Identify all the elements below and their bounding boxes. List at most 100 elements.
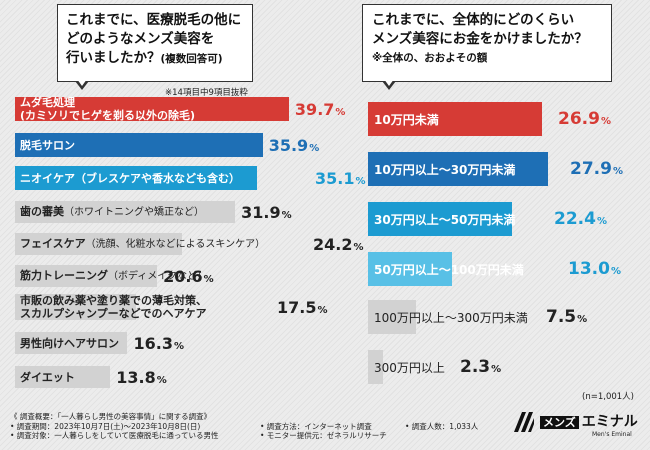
footer-line: • 調査人数：1,033人 xyxy=(405,421,479,431)
percent-unit: % xyxy=(317,304,328,316)
right-bar-row: 100万円以上～300万円未満 7.5% xyxy=(368,300,628,334)
left-bar-value: 35.9% xyxy=(269,133,320,157)
left-bar xyxy=(15,133,263,157)
category-line: 脱毛サロン xyxy=(20,139,75,152)
left-bar xyxy=(15,201,236,223)
left-note: ※14項目中9項目抜粋 xyxy=(165,88,248,98)
right-bar-row: 300万円以上 2.3% xyxy=(368,350,628,384)
right-bar xyxy=(368,350,383,384)
bar-value-label: 26.9% xyxy=(558,109,611,129)
right-question-line: メンズ美容にお金をかけましたか？ xyxy=(372,31,588,47)
left-question-sub: (複数回答可) xyxy=(160,53,223,65)
right-bar-category: 300万円以上 xyxy=(374,360,445,375)
percent-unit: % xyxy=(577,314,588,325)
left-bar-category: 脱毛サロン xyxy=(20,133,75,157)
right-bar-value: 22.4% xyxy=(554,202,607,236)
right-bar-value: 13.0% xyxy=(568,252,621,286)
right-bar-row: 50万円以上～100万円未満 13.0% xyxy=(368,252,628,286)
left-bar-category: 男性向けヘアサロン xyxy=(20,332,119,354)
left-bar-value: 16.3% xyxy=(133,332,184,354)
category-sublabel: （ホワイトニングや矯正など） xyxy=(64,207,204,218)
percent-unit: % xyxy=(596,216,607,227)
left-bar xyxy=(15,97,289,121)
percent-unit: % xyxy=(612,166,623,177)
left-bar-row: フェイスケア（洗顔、化粧水などによるスキンケア） 24.2% xyxy=(15,233,364,255)
category-line: ニオイケア（ブレスケアや香水なども含む） xyxy=(20,172,240,185)
right-question-tail xyxy=(382,79,396,90)
bar-value-label: 7.5% xyxy=(546,307,588,327)
left-bar-row: 歯の審美（ホワイトニングや矯正など） 31.9% xyxy=(15,201,292,223)
category-label: フェイスケア xyxy=(20,237,86,250)
category-label: 市販の飲み薬や塗り薬での薄毛対策、 xyxy=(20,294,207,307)
category-sublabel: （洗顔、化粧水などによるスキンケア） xyxy=(85,239,266,250)
right-bar-category: 100万円以上～300万円未満 xyxy=(374,310,528,325)
right-bar xyxy=(368,300,417,334)
percent-unit: % xyxy=(335,106,346,118)
logo-mark-icon xyxy=(514,412,534,432)
logo-name: エミナル xyxy=(581,414,638,430)
percent-unit: % xyxy=(156,374,167,386)
percent-unit: % xyxy=(203,273,214,285)
category-label: 男性向けヘアサロン xyxy=(20,336,119,350)
right-bar-value: 26.9% xyxy=(558,102,611,136)
percent-unit: % xyxy=(491,364,502,375)
left-bar-row: ニオイケア（ブレスケアや香水なども含む） 35.1% xyxy=(15,166,366,190)
left-bar-category: ダイエット xyxy=(20,366,75,388)
left-bar-row: ダイエット 13.8% xyxy=(15,366,167,388)
bar-value-label: 16.3% xyxy=(133,333,184,353)
right-question-sub: ※全体の、おおよその額 xyxy=(372,52,488,64)
footer-line: • 調査方法：インターネット調査 xyxy=(260,421,372,431)
percent-unit: % xyxy=(173,340,184,352)
left-bar-category: 市販の飲み薬や塗り薬での薄毛対策、 スカルプシャンプーなどでのヘアケア xyxy=(20,294,207,320)
right-question-line: これまでに、全体的にどのくらい xyxy=(372,12,575,28)
sample-size: (n=1,001人) xyxy=(582,392,634,402)
footer-col-2: • 調査方法：インターネット調査 • モニター提供元：ゼネラルリサーチ xyxy=(260,422,387,441)
right-bar-row: 10万円以上～30万円未満 27.9% xyxy=(368,152,628,186)
bar-value-label: 39.7% xyxy=(294,99,346,119)
category-line: フェイスケア（洗顔、化粧水などによるスキンケア） xyxy=(20,237,265,251)
left-bar xyxy=(15,233,182,255)
category-line: 筋力トレーニング（ボディメイクなど） xyxy=(20,269,207,283)
logo-mens: メンズ xyxy=(540,416,579,429)
right-bar-category: 10万円未満 xyxy=(374,112,439,127)
right-bar xyxy=(368,202,513,236)
right-bar-value: 2.3% xyxy=(460,350,501,384)
left-bar-value: 31.9% xyxy=(241,201,292,223)
percent-unit: % xyxy=(281,209,292,221)
left-bar-category: ニオイケア（ブレスケアや香水なども含む） xyxy=(20,166,240,190)
category-sublabel: (カミソリでヒゲを剃る以外の除毛) xyxy=(20,109,196,122)
right-question-box: これまでに、全体的にどのくらい メンズ美容にお金をかけましたか？ ※全体の、おお… xyxy=(362,4,612,82)
brand-logo: メンズ エミナル Men's Eminal xyxy=(512,410,640,446)
category-line: 男性向けヘアサロン xyxy=(20,337,119,350)
footer-col-3: • 調査人数：1,033人 xyxy=(405,422,478,432)
left-bar-value: 24.2% xyxy=(313,233,364,255)
left-question-text: 行いましたか？ xyxy=(66,50,161,66)
percent-unit: % xyxy=(610,266,621,277)
left-bar-row: 筋力トレーニング（ボディメイクなど） 20.6% xyxy=(15,265,214,287)
category-line: 歯の審美（ホワイトニングや矯正など） xyxy=(20,205,204,219)
bar-value-label: 35.9% xyxy=(268,135,320,155)
bar-value-label: 20.6% xyxy=(163,266,214,286)
right-bar-category: 50万円以上～100万円未満 xyxy=(374,262,524,277)
footer-line: • 調査期間：2023年10月7日(土)～2023年10月8日(日) xyxy=(10,421,201,431)
right-bar-row: 10万円未満 26.9% xyxy=(368,102,628,136)
category-label: ダイエット xyxy=(20,370,75,384)
left-question-line: どのようなメンズ美容を xyxy=(66,31,215,47)
bar-value-label: 13.0% xyxy=(568,259,621,279)
left-bar-value: 39.7% xyxy=(295,97,346,121)
right-bar-row: 30万円以上～50万円未満 22.4% xyxy=(368,202,628,236)
left-bar-value: 13.8% xyxy=(116,366,167,388)
left-bar xyxy=(15,332,128,354)
right-bar xyxy=(368,102,542,136)
left-bar xyxy=(15,294,136,320)
left-bar-category: 筋力トレーニング（ボディメイクなど） xyxy=(20,265,207,287)
percent-unit: % xyxy=(355,175,366,187)
category-sublabel: （ボディメイクなど） xyxy=(108,271,208,282)
footer-line: 《 調査概要：「一人暮らし男性の美容事情」に関する調査》 xyxy=(10,412,212,421)
footer-line: • モニター提供元：ゼネラルリサーチ xyxy=(260,431,387,440)
category-label: 歯の審美 xyxy=(20,205,64,218)
left-bar xyxy=(15,366,111,388)
bar-value-label: 31.9% xyxy=(241,202,292,222)
bar-value-label: 2.3% xyxy=(460,357,502,377)
left-bar-row: 脱毛サロン 35.9% xyxy=(15,133,320,157)
